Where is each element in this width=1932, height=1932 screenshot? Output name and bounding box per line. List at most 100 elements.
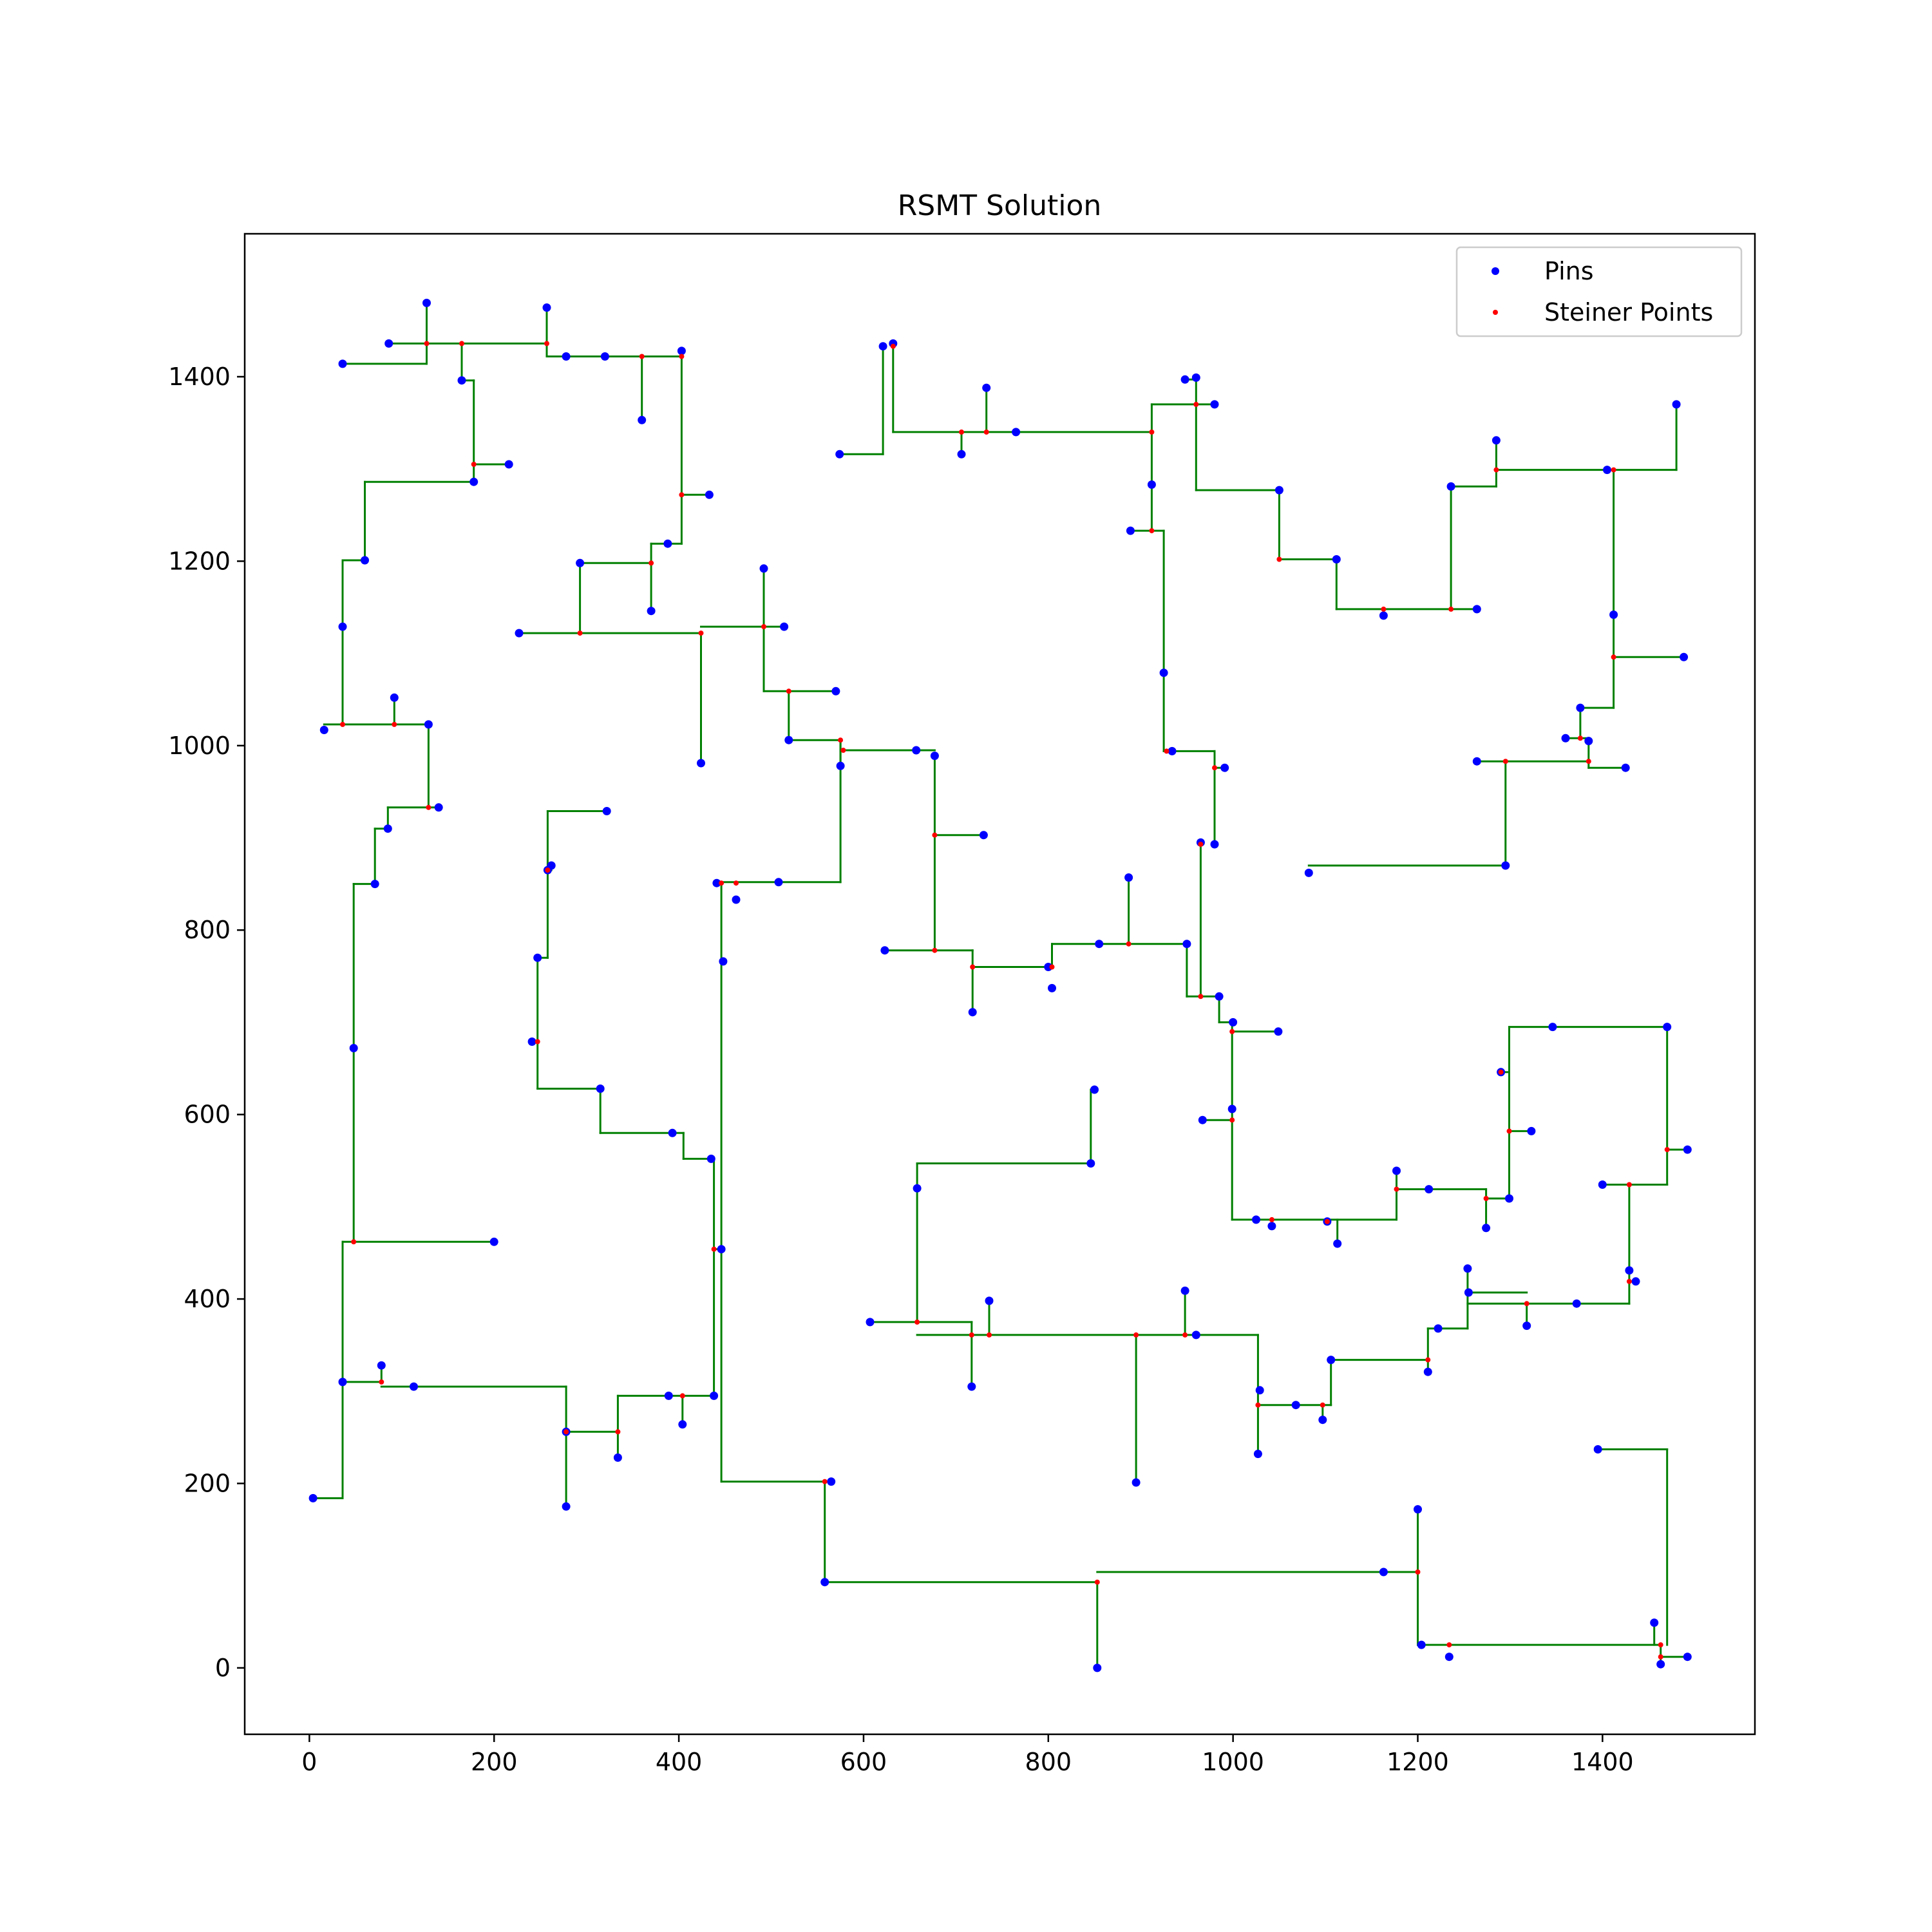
pin-point [638, 415, 647, 424]
pin-point [319, 726, 328, 734]
pin-point [1210, 840, 1219, 849]
pin-point [1095, 940, 1104, 949]
pin-point [982, 383, 991, 392]
pin-point [489, 1237, 498, 1246]
pin-point [1463, 1264, 1472, 1273]
pin-point [1168, 746, 1177, 755]
x-tick-label: 1400 [1571, 1748, 1634, 1776]
y-tick-label: 1000 [168, 732, 231, 760]
pin-point [697, 759, 705, 768]
steiner-point [1664, 1147, 1670, 1153]
x-axis-ticks: 0 200 400 600 800 1000 1200 1400 [301, 1734, 1634, 1776]
steiner-point [340, 721, 345, 727]
steiner-point [1193, 401, 1199, 407]
pin-point [913, 1184, 922, 1193]
steiner-point [471, 462, 477, 467]
pin-point [712, 878, 721, 887]
steiner-point [1164, 748, 1170, 754]
steiner-point [959, 429, 964, 435]
pin-point [422, 298, 431, 307]
pin-point [383, 824, 392, 833]
pin-point [338, 1378, 347, 1387]
pin-point [1180, 375, 1189, 384]
pin-point [784, 735, 793, 744]
pin-point [1291, 1401, 1300, 1410]
steiner-point [379, 1379, 384, 1385]
y-tick-label: 1200 [168, 547, 231, 575]
pin-point [1584, 737, 1593, 746]
steiner-point [615, 1429, 621, 1435]
pin-point [1126, 526, 1135, 535]
steiner-point [1658, 1642, 1663, 1648]
steiner-point [351, 1239, 357, 1245]
pin-point [820, 1578, 829, 1587]
pin-point [1191, 373, 1200, 382]
pin-point [390, 693, 399, 702]
steiner-point [1493, 467, 1499, 473]
pin-point [979, 831, 988, 840]
pin-point [562, 1502, 571, 1511]
y-tick-label: 800 [184, 916, 231, 944]
legend-pins-marker [1492, 267, 1499, 275]
pin-point [547, 861, 556, 870]
steiner-point [392, 721, 397, 727]
pin-point [434, 803, 443, 812]
steiner-point [932, 832, 938, 838]
steiner-point [679, 492, 685, 498]
steiner-point [1502, 759, 1508, 764]
pin-point [1621, 763, 1630, 772]
pin-point [1191, 1331, 1200, 1340]
pin-point [1159, 668, 1168, 677]
steiner-point [1149, 528, 1155, 534]
pin-point [600, 352, 609, 361]
pin-point [1527, 1126, 1536, 1135]
steiner-point [1276, 556, 1282, 562]
pin-point [1044, 963, 1053, 971]
pin-point [717, 1245, 726, 1254]
plot-frame [243, 232, 1756, 1736]
pin-point [1501, 861, 1510, 870]
pin-point [1464, 1288, 1473, 1297]
pin-point [1417, 1640, 1426, 1649]
steiner-point [1229, 1028, 1235, 1034]
x-tick-label: 1200 [1387, 1748, 1449, 1776]
legend-box [1455, 246, 1743, 337]
steiner-point [890, 343, 896, 349]
steiner-point [1658, 1654, 1663, 1660]
pin-point [1255, 1386, 1264, 1395]
steiner-point [698, 630, 704, 636]
pin-point [1656, 1660, 1665, 1669]
pin-point [985, 1296, 994, 1305]
pin-point [1132, 1478, 1141, 1487]
steiner-point [1133, 1332, 1139, 1338]
pin-point [1482, 1224, 1491, 1233]
steiner-point [914, 1319, 920, 1325]
pin-point [338, 359, 347, 368]
chart-title: RSMT Solution [898, 189, 1102, 222]
pin-point [469, 477, 478, 486]
pin-point [1414, 1505, 1422, 1514]
pin-point [968, 1008, 977, 1017]
pin-point [1086, 1159, 1095, 1168]
steiner-point [1626, 1278, 1632, 1284]
pin-point [1252, 1215, 1260, 1224]
pin-point [705, 490, 714, 499]
pin-point [1182, 940, 1191, 949]
pin-point [831, 687, 840, 696]
steiner-point [1577, 735, 1583, 741]
x-tick-label: 400 [656, 1748, 703, 1776]
pins-layer [308, 298, 1692, 1672]
pin-point [457, 376, 466, 385]
pin-point [1603, 466, 1611, 475]
steiner-point [734, 880, 739, 886]
pin-point [1327, 1356, 1336, 1365]
pin-point [1392, 1166, 1401, 1175]
steiner-point [1049, 964, 1055, 970]
pin-point [1227, 1104, 1236, 1113]
steiner-point [761, 624, 766, 630]
pin-point [1423, 1367, 1432, 1376]
steiner-point [1212, 765, 1217, 771]
y-tick-label: 200 [184, 1469, 231, 1497]
pin-point [361, 556, 369, 565]
pin-point [1180, 1286, 1189, 1295]
